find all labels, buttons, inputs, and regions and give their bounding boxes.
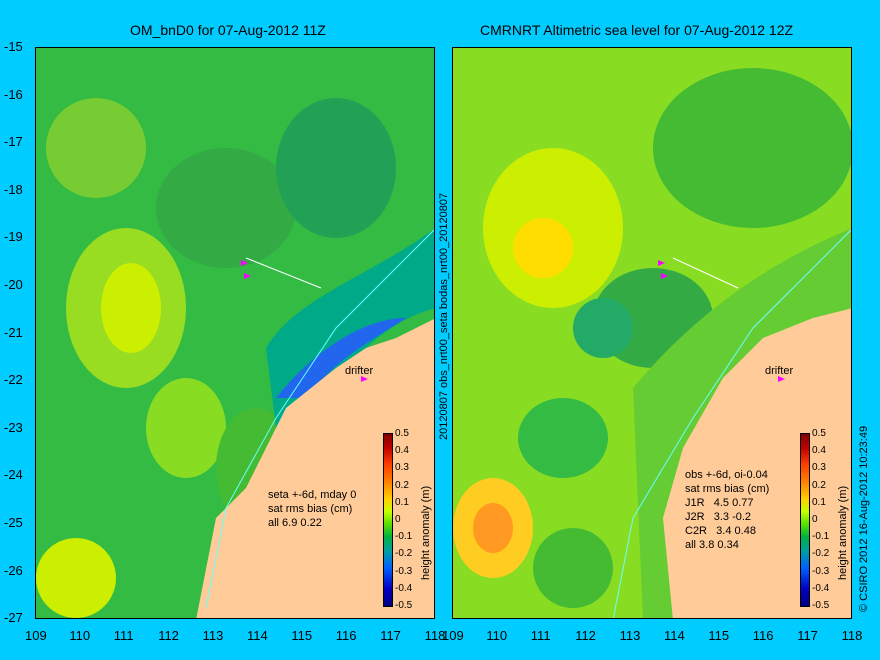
right-colorbar (800, 433, 810, 607)
right-map-contours (453, 48, 851, 618)
colorbar-tick-label: 0 (395, 514, 401, 525)
y-tick-label: -27 (4, 610, 23, 626)
y-tick-label: -19 (4, 229, 23, 245)
left-colorbar-label: height anomaly (m) (420, 485, 432, 580)
x-tick-label: 113 (202, 628, 224, 643)
left-map-contours (36, 48, 434, 618)
colorbar-tick-label: -0.3 (812, 565, 830, 577)
y-tick-label: -17 (4, 134, 23, 150)
colorbar-tick-label: 0.1 (395, 496, 409, 508)
x-tick-label: 116 (752, 628, 774, 643)
left-map (35, 47, 435, 619)
colorbar-tick-label: -0.4 (395, 582, 413, 594)
x-tick-label: 109 (25, 628, 47, 643)
y-tick-label: -24 (4, 467, 23, 483)
x-tick-label: 118 (841, 628, 863, 643)
y-tick-label: -20 (4, 277, 23, 292)
colorbar-tick-label: 0.4 (395, 445, 409, 457)
x-tick-label: 114 (247, 628, 268, 643)
colorbar-tick-label: 0.3 (812, 462, 826, 474)
colorbar-tick-label: 0.2 (812, 479, 826, 491)
x-tick-label: 112 (575, 628, 596, 643)
x-tick-label: 112 (158, 628, 179, 643)
left-stats: seta +-6d, mday 0 sat rms bias (cm) all … (268, 489, 357, 529)
colorbar-tick-label: -0.1 (395, 531, 413, 543)
colorbar-tick-label: -0.5 (395, 600, 413, 611)
x-tick-label: 114 (664, 628, 685, 643)
side-label: 20120807 obs_nrt00_seta bodas_nrt00_2012… (438, 192, 450, 440)
right-panel-title: CMRNRT Altimetric sea level for 07-Aug-2… (480, 22, 794, 38)
y-tick-label: -18 (4, 181, 23, 197)
y-tick-label: -16 (4, 86, 23, 102)
x-tick-label: 110 (486, 628, 508, 643)
x-tick-label: 116 (335, 628, 357, 643)
x-tick-label: 115 (708, 628, 730, 643)
right-map (452, 47, 852, 619)
y-tick-label: -25 (4, 515, 23, 530)
x-tick-label: 110 (69, 628, 91, 643)
left-drifter-label: drifter (345, 365, 374, 377)
colorbar-tick-label: -0.1 (812, 531, 830, 543)
colorbar-tick-label: 0.1 (812, 496, 826, 508)
y-tick-label: -21 (4, 324, 23, 340)
colorbar-tick-label: -0.5 (812, 600, 830, 611)
x-tick-label: 113 (619, 628, 641, 643)
x-tick-label: 117 (380, 628, 401, 643)
x-tick-label: 111 (530, 628, 551, 643)
y-tick-label: -23 (4, 419, 23, 435)
x-tick-label: 111 (113, 628, 134, 643)
x-tick-label: 118 (424, 628, 446, 643)
right-stats: obs +-6d, oi-0.04 sat rms bias (cm) J1R … (685, 469, 770, 551)
colorbar-tick-label: 0.2 (395, 479, 409, 491)
colorbar-tick-label: -0.2 (395, 548, 413, 560)
x-tick-label: 115 (291, 628, 313, 643)
colorbar-tick-label: 0.3 (395, 462, 409, 474)
right-drifter-label: drifter (765, 365, 794, 377)
colorbar-tick-label: 0.5 (812, 428, 826, 439)
colorbar-tick-label: 0.4 (812, 445, 826, 457)
left-panel-title: OM_bnD0 for 07-Aug-2012 11Z (130, 22, 326, 38)
colorbar-tick-label: 0 (812, 514, 818, 525)
colorbar-tick-label: -0.3 (395, 565, 413, 577)
copyright-label: © CSIRO 2012 16-Aug-2012 10:23:49 (858, 425, 870, 612)
y-tick-label: -26 (4, 562, 23, 578)
y-tick-label: -15 (4, 39, 23, 54)
x-tick-label: 117 (797, 628, 818, 643)
right-colorbar-label: height anomaly (m) (837, 485, 849, 580)
colorbar-tick-label: -0.2 (812, 548, 830, 560)
left-colorbar (383, 433, 393, 607)
x-tick-label: 109 (442, 628, 464, 643)
colorbar-tick-label: -0.4 (812, 582, 830, 594)
colorbar-tick-label: 0.5 (395, 428, 409, 439)
y-tick-label: -22 (4, 372, 23, 388)
